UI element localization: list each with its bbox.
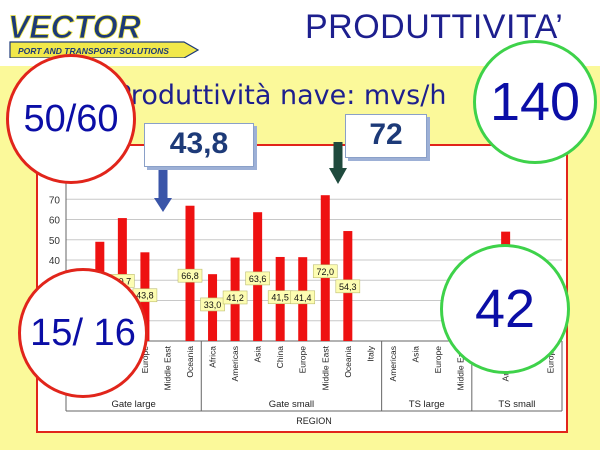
- circle-bottom-left: 15/ 16: [18, 268, 148, 398]
- group-label: Gate small: [269, 399, 314, 410]
- x-tick-label: Oceania: [185, 346, 195, 378]
- y-tick-label: 70: [49, 195, 61, 206]
- data-label-box: [290, 290, 316, 305]
- data-label: 41,4: [294, 293, 312, 303]
- x-tick-label: Middle East: [456, 345, 466, 390]
- x-tick-label: Asia: [253, 346, 263, 363]
- circle-bottom-right: 42: [440, 244, 570, 374]
- x-tick-label: Americas: [230, 346, 240, 381]
- callout-value-left: 43,8: [144, 123, 254, 167]
- y-tick-label: 50: [49, 236, 61, 247]
- circle-top-right: 140: [473, 40, 597, 164]
- x-tick-label: Americas: [388, 346, 398, 381]
- data-label-box: [312, 264, 338, 279]
- group-label: Gate large: [111, 399, 155, 410]
- x-tick-label: Oceania: [343, 346, 353, 378]
- vector-logo: PORT AND TRANSPORT SOLUTIONS VECTOR: [8, 9, 200, 58]
- x-tick-label: Europe: [140, 346, 150, 374]
- group-label: TS large: [409, 399, 445, 410]
- data-label: 33,0: [204, 300, 222, 310]
- data-label-box: [200, 297, 225, 312]
- x-tick-label: Middle East: [320, 345, 330, 390]
- chart-subtitle: Produttività nave: mvs/h: [115, 80, 447, 111]
- x-tick-label: Europe: [298, 346, 308, 374]
- y-tick-label: 60: [49, 216, 61, 227]
- y-tick-label: 40: [49, 256, 61, 267]
- arrow-head-europe: [154, 198, 172, 212]
- data-label: 54,3: [339, 282, 357, 292]
- data-label-box: [222, 290, 248, 305]
- callout-value-right: 72: [345, 114, 427, 158]
- data-label: 72,0: [317, 267, 335, 277]
- x-tick-label: Europe: [546, 346, 556, 374]
- data-label: 41,2: [226, 293, 244, 303]
- data-label-box: [177, 268, 203, 283]
- data-label: 66,8: [181, 271, 199, 281]
- data-label: 43,8: [136, 291, 154, 301]
- x-tick-label: Europe: [433, 346, 443, 374]
- x-tick-label: China: [275, 346, 285, 368]
- group-label: TS small: [498, 399, 535, 410]
- logo-tagline: PORT AND TRANSPORT SOLUTIONS: [18, 46, 169, 56]
- x-tick-label: Middle East: [162, 345, 172, 390]
- data-label-box: [245, 271, 270, 286]
- logo-wordmark: VECTOR: [8, 9, 141, 45]
- arrow-head-middle-east: [329, 168, 347, 184]
- x-tick-label: Italy: [365, 345, 375, 361]
- data-label-box: [335, 279, 361, 294]
- x-tick-label: Asia: [410, 346, 420, 363]
- page-title: PRODUTTIVITA’: [305, 8, 564, 46]
- x-tick-label: Africa: [208, 346, 218, 368]
- data-label: 63,6: [249, 274, 267, 284]
- circle-top-left: 50/60: [6, 54, 136, 184]
- data-label: 41,5: [271, 293, 289, 303]
- x-axis-title: REGION: [296, 416, 332, 426]
